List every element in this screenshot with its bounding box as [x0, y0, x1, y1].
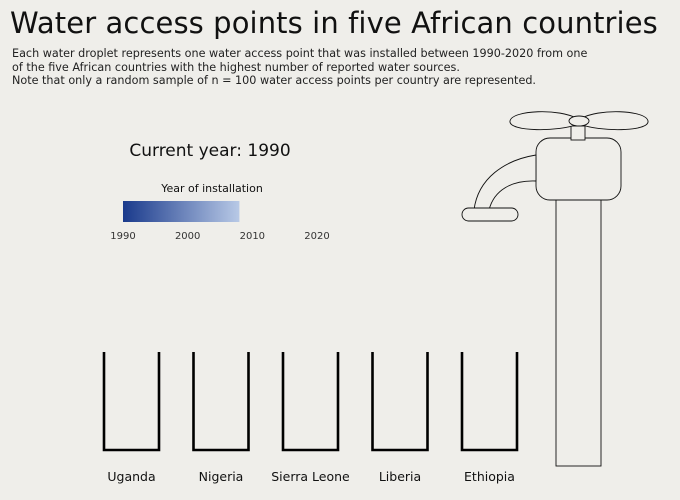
country-label: Liberia	[379, 469, 421, 484]
current-year-label: Current year: 1990	[129, 141, 290, 161]
bucket-outline	[102, 352, 161, 452]
subtitle: Each water droplet represents one water …	[12, 47, 587, 88]
bucket-outline	[371, 352, 429, 452]
tap-spout-mouth	[461, 207, 519, 222]
bucket-nigeria: Nigeria	[192, 352, 250, 484]
country-label: Nigeria	[199, 469, 244, 484]
subtitle-line-1: Each water droplet represents one water …	[12, 47, 588, 60]
tap-handle	[509, 111, 649, 131]
tap-stem	[570, 125, 586, 141]
legend-tick-label: 1990	[110, 231, 135, 242]
water-tap-icon	[461, 111, 649, 467]
country-label: Ethiopia	[464, 469, 515, 484]
subtitle-line-3: Note that only a random sample of n = 10…	[12, 74, 536, 87]
tap-body	[535, 137, 622, 201]
bucket-liberia: Liberia	[371, 352, 429, 484]
legend-tick-label: 2020	[304, 231, 329, 242]
legend-title: Year of installation	[160, 182, 263, 195]
country-label: Sierra Leone	[271, 469, 350, 484]
tap-spout	[473, 154, 537, 211]
bucket-outline	[192, 352, 250, 452]
bucket-ethiopia: Ethiopia	[460, 352, 519, 484]
bucket-sierra-leone: Sierra Leone	[271, 352, 350, 484]
bucket-uganda: Uganda	[102, 352, 161, 484]
legend-color-ramp	[123, 201, 240, 222]
legend-tick-label: 2000	[175, 231, 200, 242]
color-legend: Year of installation 1990 2000 2010 2020	[110, 182, 329, 242]
subtitle-line-2: of the five African countries with the h…	[12, 60, 460, 74]
bucket-outline	[460, 352, 519, 452]
country-buckets: Uganda Nigeria Sierra Leone Liberia Ethiopia	[102, 352, 519, 484]
bucket-outline	[281, 352, 340, 452]
page-title: Water access points in five African coun…	[10, 6, 658, 40]
legend-tick-label: 2010	[240, 231, 265, 242]
country-label: Uganda	[107, 469, 155, 484]
tap-pipe	[555, 198, 602, 467]
